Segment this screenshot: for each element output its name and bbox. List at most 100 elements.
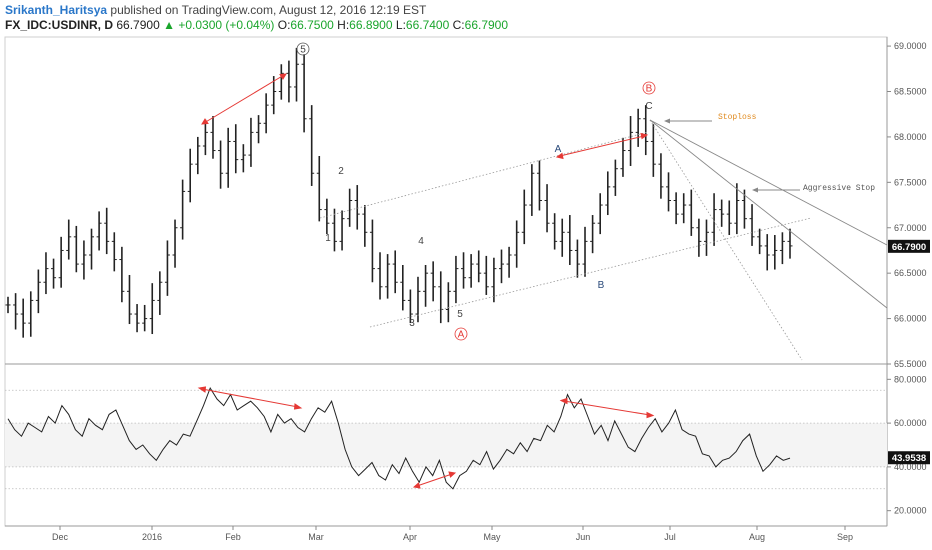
price-bar xyxy=(316,155,322,222)
channel-upper-line[interactable] xyxy=(319,131,649,219)
divergence-arrow-osc-1[interactable] xyxy=(201,388,299,408)
time-tick-label: Apr xyxy=(403,532,417,542)
price-bar xyxy=(354,185,360,230)
fan-line-shallow[interactable] xyxy=(649,119,888,246)
fan-line-steep[interactable] xyxy=(649,119,888,309)
price-bar xyxy=(438,271,444,324)
symbol-line: FX_IDC:USDINR, D 66.7900 ▲ +0.0300 (+0.0… xyxy=(5,18,508,32)
wave-label-B-minor: B xyxy=(598,280,605,291)
price-bar xyxy=(628,116,634,166)
fan-dotted-line[interactable] xyxy=(649,119,803,361)
author-link[interactable]: Srikanth_Haritsya xyxy=(5,3,108,17)
close-label: C: xyxy=(452,18,465,32)
price-bar xyxy=(734,183,740,235)
price-tick-label: 67.5000 xyxy=(894,177,927,187)
price-bar xyxy=(498,249,504,284)
price-bar xyxy=(582,226,588,277)
price-bar xyxy=(620,137,626,177)
price-bar xyxy=(491,257,497,303)
price-bar xyxy=(301,54,307,133)
price-bar xyxy=(210,116,216,159)
arrowhead-icon xyxy=(201,118,209,125)
price-bar xyxy=(28,291,34,337)
price-bar xyxy=(764,234,770,271)
price-bar xyxy=(331,208,337,252)
chart-header: Srikanth_Haritsya published on TradingVi… xyxy=(0,0,932,34)
price-bar xyxy=(35,269,41,314)
price-bar xyxy=(544,184,550,233)
divergence-arrow-price-2[interactable] xyxy=(559,135,645,157)
price-bar xyxy=(43,252,49,295)
publish-line: Srikanth_Haritsya published on TradingVi… xyxy=(5,3,426,17)
oscillator-axis[interactable]: 20.0000 40.0000 60.0000 80.0000 xyxy=(887,374,927,516)
price-bar xyxy=(225,127,231,188)
wave-label-A-minor: A xyxy=(555,144,562,155)
price-bar xyxy=(726,200,732,236)
time-tick-label: Mar xyxy=(308,532,324,542)
channel-lower-line[interactable] xyxy=(369,217,812,328)
aggressive-stop-arrow-icon xyxy=(752,187,758,193)
wave-label-2: 2 xyxy=(338,166,344,177)
last-osc-tag: 43.9538 xyxy=(888,451,930,465)
price-bar xyxy=(559,218,565,257)
time-axis[interactable]: Dec 2016 Feb Mar Apr May Jun Jul Aug Sep xyxy=(52,526,853,542)
arrowhead-icon xyxy=(559,397,568,405)
price-bar xyxy=(772,235,778,270)
time-tick-label: 2016 xyxy=(142,532,162,542)
divergence-arrow-price-1[interactable] xyxy=(203,74,285,124)
close-value: 66.7900 xyxy=(464,18,509,32)
time-tick-label: Sep xyxy=(837,532,853,542)
divergence-arrow-osc-2[interactable] xyxy=(416,473,453,487)
price-bar xyxy=(703,219,709,256)
price-bar xyxy=(650,124,656,177)
price-tick-label: 65.5000 xyxy=(894,359,927,369)
price-bar xyxy=(658,153,664,199)
time-tick-label: Dec xyxy=(52,532,69,542)
price-bar xyxy=(711,193,717,246)
open-label: O: xyxy=(277,18,291,32)
price-tick-label: 67.0000 xyxy=(894,223,927,233)
price-bar xyxy=(13,293,19,330)
price-bar xyxy=(506,246,512,278)
channel-drawings[interactable] xyxy=(319,118,888,361)
price-bar xyxy=(271,76,277,115)
wave-label-A-major: A xyxy=(458,330,465,341)
divergence-arrow-osc-3[interactable] xyxy=(563,400,651,416)
price-bar xyxy=(407,289,413,324)
price-bar xyxy=(309,105,315,186)
price-bar xyxy=(483,255,489,295)
price-bar xyxy=(263,93,269,134)
time-tick-label: Feb xyxy=(225,532,241,542)
last-price-tag-label: 66.7900 xyxy=(892,242,926,253)
price-bar xyxy=(400,264,406,311)
price-bar xyxy=(605,171,611,216)
wave-label-B-major: B xyxy=(646,84,653,95)
price-bar xyxy=(369,219,375,283)
osc-neutral-band xyxy=(5,423,887,467)
price-bar xyxy=(126,274,132,325)
price-bar xyxy=(58,236,64,288)
price-bar xyxy=(514,220,520,268)
price-bar xyxy=(741,189,747,229)
price-tick-label: 66.0000 xyxy=(894,314,927,324)
osc-tick-label: 20.0000 xyxy=(894,506,927,516)
price-change: +0.0300 (+0.04%) xyxy=(178,18,275,32)
wave-label-C: C xyxy=(645,101,652,112)
price-bar xyxy=(248,117,254,167)
price-bar xyxy=(377,252,383,300)
arrowhead-icon xyxy=(197,386,207,393)
arrowhead-icon xyxy=(448,471,457,478)
price-bar xyxy=(567,215,573,265)
price-bar xyxy=(666,172,672,212)
price-bar xyxy=(392,250,398,294)
price-axis[interactable]: 65.5000 66.0000 66.5000 67.0000 67.5000 68.00… xyxy=(887,41,927,369)
price-bar xyxy=(445,282,451,323)
price-bar xyxy=(195,136,201,175)
arrowhead-icon xyxy=(640,132,649,140)
divergence-arrows[interactable] xyxy=(197,73,655,489)
price-bar xyxy=(673,192,679,225)
price-bar xyxy=(643,105,649,156)
oscillator-line xyxy=(7,386,791,490)
price-bar xyxy=(187,148,193,203)
